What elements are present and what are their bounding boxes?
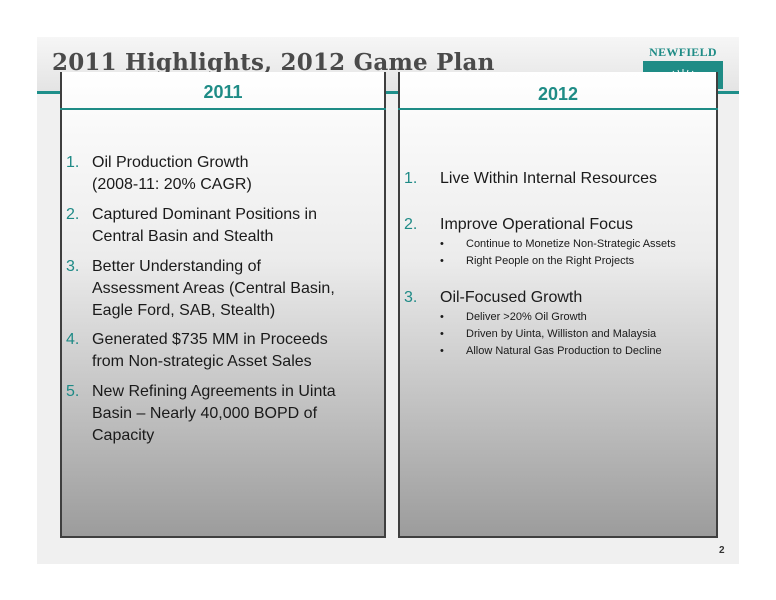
sub-bullet-text: Deliver >20% Oil Growth xyxy=(466,311,587,323)
title-divider xyxy=(37,91,739,94)
list-item-number: 1. xyxy=(66,154,80,171)
sub-bullet-text: Driven by Uinta, Williston and Malaysia xyxy=(466,328,657,340)
list-item-number: 1. xyxy=(404,170,418,187)
logo-text: NEWFIELD xyxy=(649,45,717,59)
list-item-text: Improve Operational Focus xyxy=(440,216,633,233)
bullet-icon: • xyxy=(440,311,444,323)
list-item-text: from Non-strategic Asset Sales xyxy=(92,353,312,370)
panel-2011-background xyxy=(60,72,386,538)
bullet-icon: • xyxy=(440,255,444,267)
panel-2011-heading: 2011 xyxy=(203,82,243,102)
list-item-text: Central Basin and Stealth xyxy=(92,228,274,245)
slide-title: 2011 Highlights, 2012 Game Plan xyxy=(52,49,495,76)
list-item-number: 5. xyxy=(66,383,80,400)
list-item-text: Capacity xyxy=(92,427,155,444)
list-item-text: Eagle Ford, SAB, Stealth) xyxy=(92,302,276,319)
sub-bullet-text: Continue to Monetize Non-Strategic Asset… xyxy=(466,238,676,250)
panel-2012-heading-rule xyxy=(398,108,718,110)
list-item-text: Oil-Focused Growth xyxy=(440,289,583,306)
list-item-text: Captured Dominant Positions in xyxy=(92,206,318,223)
bullet-icon: • xyxy=(440,345,444,357)
panel-2012-heading: 2012 xyxy=(537,84,579,104)
list-item-text: (2008-11: 20% CAGR) xyxy=(92,176,252,193)
list-item-text: Generated $735 MM in Proceeds xyxy=(92,331,328,348)
panel-2011-heading-rule xyxy=(60,108,386,110)
sub-bullet-text: Allow Natural Gas Production to Decline xyxy=(466,345,662,357)
list-item-text: Live Within Internal Resources xyxy=(440,170,657,187)
list-item-number: 3. xyxy=(404,289,418,306)
list-item-number: 4. xyxy=(66,331,80,348)
list-item-text: Oil Production Growth xyxy=(92,154,249,171)
page-number: 2 xyxy=(719,545,725,556)
list-item-number: 3. xyxy=(66,258,80,275)
list-item-number: 2. xyxy=(66,206,80,223)
sub-bullet-text: Right People on the Right Projects xyxy=(466,255,635,267)
list-item-text: Assessment Areas (Central Basin, xyxy=(92,280,335,297)
panel-2011: 2011 1. Oil Production Growth (2008-11: … xyxy=(60,72,386,538)
list-item-number: 2. xyxy=(404,216,418,233)
list-item-text: New Refining Agreements in Uinta xyxy=(92,383,336,400)
panel-2012-background xyxy=(398,72,718,538)
list-item-text: Better Understanding of xyxy=(92,258,261,275)
bullet-icon: • xyxy=(440,328,444,340)
bullet-icon: • xyxy=(440,238,444,250)
panel-2012: 2012 1. Live Within Internal Resources 2… xyxy=(398,72,718,538)
list-item-text: Basin – Nearly 40,000 BOPD of xyxy=(92,405,318,422)
